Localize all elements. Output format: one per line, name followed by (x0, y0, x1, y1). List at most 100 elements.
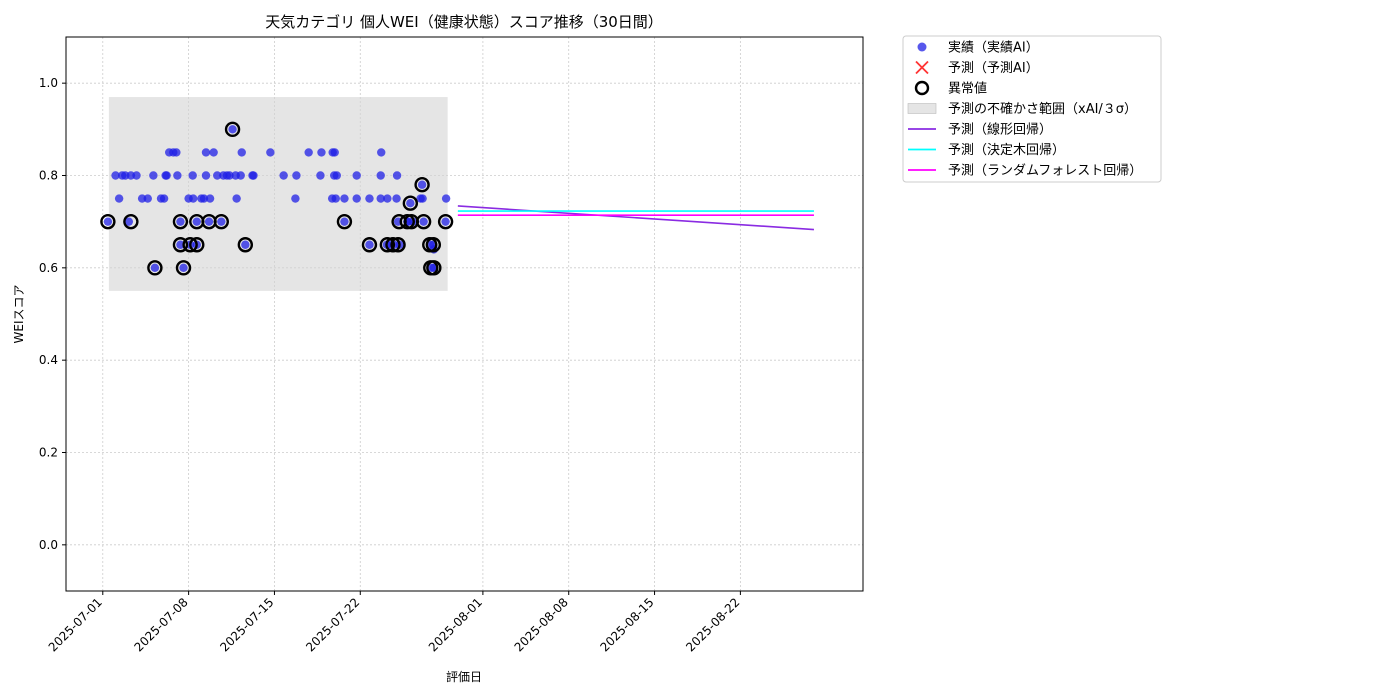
actual-point (237, 148, 246, 157)
actual-point (236, 171, 245, 180)
anomaly-point (414, 177, 430, 193)
anomaly-point (402, 195, 419, 211)
anomaly-point (100, 213, 116, 230)
x-axis-label: 評価日 (446, 669, 482, 684)
legend-marker-predicted (915, 60, 929, 75)
legend-box (902, 35, 1162, 183)
actual-point (304, 148, 313, 157)
anomaly-point (425, 237, 442, 253)
legend-label-tree: 予測（決定木回帰） (948, 142, 1065, 158)
actual-point (340, 217, 349, 226)
actual-point (291, 194, 300, 203)
actual-point (406, 199, 415, 208)
legend-label-uncertainty: 予測の不確かさ範囲（xAI/３σ） (948, 101, 1137, 117)
legend-label-predicted_ai: 予測（予測AI） (948, 61, 1039, 76)
y-tick-label: 1.0 (39, 76, 58, 90)
anomaly-point (182, 237, 198, 253)
plot-frame (65, 36, 864, 592)
actual-point (241, 240, 250, 249)
anomaly-point (172, 237, 189, 253)
actual-point (162, 171, 171, 180)
actual-point (111, 171, 120, 180)
uncertainty-band (108, 97, 448, 291)
y-axis-label: WEIスコア (12, 285, 26, 344)
x-tick-label: 2025-07-22 (303, 595, 362, 654)
actual-point (279, 171, 288, 180)
actual-point (199, 194, 209, 203)
anomaly-point (147, 260, 163, 276)
anomaly-point (237, 237, 254, 253)
actual-point (417, 180, 427, 189)
actual-point (192, 217, 201, 226)
anomaly-point (426, 260, 442, 276)
y-tick-label: 0.2 (39, 446, 58, 460)
legend-label-actual: 実績（実績AI） (948, 40, 1039, 56)
actual-point (441, 217, 450, 226)
actual-point (228, 125, 237, 134)
legend-marker-anomaly (914, 80, 930, 96)
actual-point (392, 171, 402, 180)
actual-point (132, 171, 141, 180)
actual-point (392, 194, 401, 203)
x-tick-label: 2025-08-08 (512, 595, 571, 654)
actual-point (419, 217, 428, 226)
actual-point (292, 171, 301, 180)
actual-point (383, 194, 392, 203)
anomaly-point (213, 213, 230, 230)
actual-point (103, 217, 113, 226)
actual-point (352, 171, 361, 180)
actual-point (176, 217, 185, 226)
actual-point (205, 194, 215, 203)
anomaly-point (189, 237, 205, 253)
y-tick-label: 0.4 (39, 353, 58, 367)
anomaly-point (361, 237, 378, 253)
actual-point (316, 171, 325, 180)
series-line-linear (457, 205, 815, 231)
x-tick-label: 2025-08-15 (597, 595, 656, 654)
actual-point (159, 194, 169, 203)
actual-point (179, 263, 188, 273)
actual-point (418, 194, 427, 203)
actual-point (365, 194, 374, 203)
actual-point (217, 217, 226, 226)
actual-point (213, 171, 222, 180)
y-tick-label: 0.0 (39, 538, 58, 552)
chart-title: 天気カテゴリ 個人WEI（健康状態）スコア推移（30日間） (265, 13, 663, 31)
legend-label-anomaly: 異常値 (948, 81, 987, 97)
actual-point (365, 240, 374, 249)
actual-point (352, 194, 361, 203)
legend-label-linear: 予測（線形回帰） (948, 122, 1052, 138)
actual-point (376, 171, 385, 180)
anomaly-point (175, 260, 192, 276)
anomaly-point (172, 213, 189, 230)
plot-area: 2025-07-01 2025-07-08 2025-07-15 2025-07-22… (39, 36, 864, 654)
actual-point (332, 171, 341, 180)
x-tick-label: 2025-08-22 (683, 595, 742, 654)
actual-point (376, 194, 385, 203)
actual-point (176, 240, 185, 249)
anomaly-point (336, 213, 353, 230)
anomaly-point (437, 213, 454, 230)
x-tick-label: 2025-07-08 (132, 595, 191, 654)
y-tick-label: 0.8 (39, 169, 58, 183)
actual-point (149, 171, 158, 180)
actual-point (188, 171, 197, 180)
actual-point (249, 171, 258, 180)
actual-point (114, 194, 124, 203)
actual-point (331, 194, 340, 203)
actual-point (201, 148, 211, 157)
actual-point (189, 194, 198, 203)
actual-point (441, 194, 451, 203)
actual-point (330, 148, 339, 157)
anomaly-point (415, 213, 432, 230)
legend-marker-actual (917, 42, 927, 52)
actual-point (266, 148, 275, 157)
anomaly-point (224, 121, 241, 138)
legend-label-forest: 予測（ランダムフォレスト回帰） (948, 163, 1142, 179)
actual-point (124, 217, 134, 226)
anomaly-point (379, 237, 396, 253)
anomaly-point (390, 237, 406, 253)
actual-point (377, 148, 386, 157)
anomaly-point (385, 237, 401, 253)
